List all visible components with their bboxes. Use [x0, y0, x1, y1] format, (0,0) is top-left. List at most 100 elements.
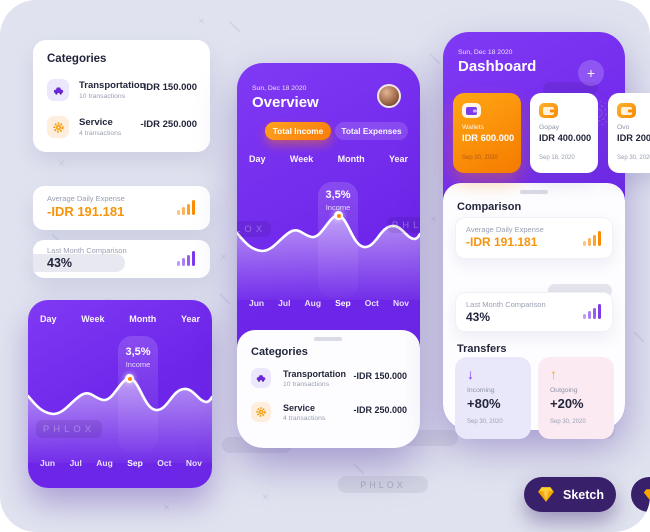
- tab-day[interactable]: Day: [40, 314, 57, 324]
- incoming-transfer-card[interactable]: ↓ Incoming +80% Sep 30, 2020: [455, 357, 531, 439]
- wallet-date: Sep 30, 2020: [462, 155, 498, 161]
- month-jul[interactable]: Jul: [69, 458, 82, 468]
- placeholder-pill: [543, 82, 598, 94]
- month-jun[interactable]: Jun: [249, 298, 265, 308]
- category-count: 4 transactions: [79, 130, 122, 137]
- arrow-down-icon: ↓: [467, 366, 474, 382]
- diamond-icon: [643, 489, 650, 500]
- outgoing-transfer-card[interactable]: ↑ Outgoing +20% Sep 30, 2020: [538, 357, 614, 439]
- line-chart: [28, 376, 212, 463]
- last-month-label: Last Month Comparison: [47, 246, 127, 255]
- tab-month[interactable]: Month: [337, 154, 365, 164]
- last-month-label: Last Month Comparison: [466, 300, 546, 309]
- wallet-name: Wallets: [462, 124, 485, 131]
- month-jul[interactable]: Jul: [278, 298, 291, 308]
- phone-date: Sun, Dec 18 2020: [252, 85, 307, 92]
- transfer-direction: Outgoing: [550, 387, 578, 394]
- month-sep[interactable]: Sep: [127, 458, 143, 468]
- last-month-value: 43%: [466, 310, 491, 324]
- category-row-service[interactable]: Service 4 transactions -IDR 250.000: [251, 402, 407, 428]
- highlight-pill: [33, 254, 125, 272]
- chart-data-point: [125, 374, 134, 383]
- wallet-card-gopay[interactable]: Gopay IDR 400.000 Sep 18, 2020: [530, 93, 598, 173]
- chart-card: Day Week Month Year 3,5% Income PHLOX Ju…: [28, 300, 212, 488]
- bar-chart-icon: [583, 304, 601, 319]
- category-count: 10 transactions: [283, 381, 330, 388]
- month-aug[interactable]: Aug: [304, 298, 322, 308]
- transfer-date: Sep 30, 2020: [467, 419, 503, 425]
- avg-expense-value: -IDR 191.181: [466, 235, 538, 249]
- chart-percent: 3,5%: [325, 189, 351, 201]
- bottom-sheet: Categories Transportation 10 transaction…: [237, 330, 420, 448]
- wallet-icon: [462, 103, 481, 118]
- tab-week[interactable]: Week: [81, 314, 105, 324]
- last-month-card[interactable]: Last Month Comparison 43%: [455, 292, 613, 332]
- tab-day[interactable]: Day: [249, 154, 266, 164]
- transfer-value: +20%: [550, 396, 584, 411]
- category-row-service[interactable]: Service 4 transactions -IDR 250.000: [47, 116, 197, 142]
- watermark-pill: PHLOX: [338, 476, 428, 493]
- avg-expense-label: Average Daily Expense: [466, 225, 544, 234]
- category-name: Service: [79, 117, 113, 128]
- month-aug[interactable]: Aug: [96, 458, 113, 468]
- tab-week[interactable]: Week: [289, 154, 314, 164]
- drag-handle[interactable]: [314, 337, 342, 341]
- wallet-card-wallets[interactable]: Wallets IDR 600.000 Sep 30, 2020: [453, 93, 521, 173]
- bottom-sheet: Comparison Average Daily Expense -IDR 19…: [443, 183, 625, 439]
- dash-decoration: [219, 293, 231, 305]
- chart-percent: 3,5%: [125, 346, 151, 358]
- wallet-name: Ovo: [617, 124, 630, 131]
- last-month-value: 43%: [47, 256, 73, 270]
- phlox-watermark: PHLOX: [36, 420, 102, 438]
- x-decoration: ×: [163, 500, 171, 514]
- phlox-watermark: PHLOX: [237, 221, 271, 237]
- avg-expense-card[interactable]: Average Daily Expense -IDR 191.181: [455, 217, 613, 259]
- category-count: 10 transactions: [79, 93, 126, 100]
- categories-title: Categories: [47, 53, 107, 65]
- add-button[interactable]: +: [578, 60, 604, 86]
- month-nov[interactable]: Nov: [185, 458, 202, 468]
- transfer-direction: Incoming: [467, 387, 495, 394]
- phlox-watermark: PHLOX: [387, 217, 420, 233]
- category-name: Transportation: [79, 80, 146, 91]
- arrow-up-icon: ↑: [550, 366, 557, 382]
- x-decoration: ×: [198, 14, 206, 28]
- wallet-amount: IDR 400.000: [539, 133, 592, 143]
- wallet-amount: IDR 600.000: [462, 133, 515, 143]
- partial-round-button[interactable]: [631, 477, 650, 512]
- total-expenses-button[interactable]: Total Expenses: [335, 122, 408, 140]
- tab-month[interactable]: Month: [129, 314, 157, 324]
- month-nov[interactable]: Nov: [392, 298, 409, 308]
- avg-expense-label: Average Daily Expense: [47, 194, 125, 203]
- chart-percent-label: Income: [125, 360, 151, 369]
- dash-decoration: [229, 21, 241, 33]
- avatar[interactable]: [377, 84, 401, 108]
- category-row-transportation[interactable]: Transportation 10 transactions -IDR 150.…: [251, 368, 407, 394]
- month-jun[interactable]: Jun: [40, 458, 56, 468]
- chart-percent-label: Income: [325, 203, 351, 212]
- month-sep[interactable]: Sep: [335, 298, 351, 308]
- tab-year[interactable]: Year: [388, 154, 408, 164]
- category-amount: -IDR 250.000: [140, 119, 197, 130]
- bar-chart-icon: [177, 200, 195, 215]
- month-oct[interactable]: Oct: [364, 298, 379, 308]
- month-oct[interactable]: Oct: [157, 458, 172, 468]
- last-month-card[interactable]: Last Month Comparison 43%: [33, 240, 210, 278]
- x-decoration: ×: [220, 250, 228, 264]
- comparison-title: Comparison: [457, 201, 522, 213]
- tab-year[interactable]: Year: [180, 314, 200, 324]
- avg-expense-card[interactable]: Average Daily Expense -IDR 191.181: [33, 186, 210, 230]
- x-decoration: ×: [58, 156, 66, 170]
- wallet-date: Sep 18, 2020: [539, 155, 575, 161]
- dashboard-phone: Sun, Dec 18 2020 Dashboard + Wallets IDR…: [443, 32, 650, 439]
- category-row-transportation[interactable]: Transportation 10 transactions -IDR 150.…: [47, 79, 197, 105]
- avg-expense-value: -IDR 191.181: [47, 204, 125, 219]
- dash-decoration: [353, 463, 365, 475]
- wallet-card-ovo[interactable]: Ovo IDR 200.000 Sep 30, 2020: [608, 93, 650, 173]
- sketch-button[interactable]: Sketch: [524, 477, 616, 512]
- drag-handle[interactable]: [520, 190, 548, 194]
- category-count: 4 transactions: [283, 415, 326, 422]
- category-amount: -IDR 250.000: [353, 405, 407, 415]
- total-income-button[interactable]: Total Income: [265, 122, 331, 140]
